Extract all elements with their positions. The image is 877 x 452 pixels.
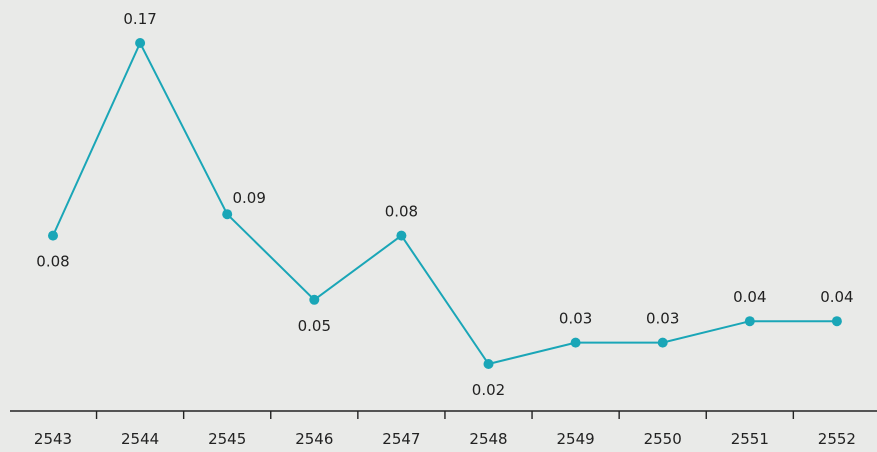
- series-line: [52, 40, 837, 366]
- x-tick-label-2549: 2549: [557, 430, 595, 448]
- data-point-2549[interactable]: [570, 337, 581, 348]
- data-points: [48, 38, 842, 369]
- x-tick-label-2551: 2551: [731, 430, 769, 448]
- data-label-2547: 0.08: [385, 203, 418, 221]
- data-point-2546[interactable]: [309, 294, 320, 305]
- x-tick-label-2550: 2550: [644, 430, 682, 448]
- data-point-2545[interactable]: [222, 209, 233, 220]
- x-axis-tick-labels: 2543 2544 2545 2546 2547 2548 2549 2550 2551 2552: [34, 430, 856, 448]
- x-tick-label-2548: 2548: [469, 430, 507, 448]
- data-point-2544[interactable]: [135, 38, 146, 48]
- x-tick-label-2545: 2545: [208, 430, 246, 448]
- data-label-2550: 0.03: [646, 310, 679, 328]
- x-tick-label-2547: 2547: [382, 430, 420, 448]
- data-label-2551: 0.04: [733, 288, 766, 306]
- x-tick-label-2552: 2552: [818, 430, 856, 448]
- x-axis-ticks: [95, 411, 795, 419]
- data-point-2551[interactable]: [744, 316, 755, 327]
- data-label-2548: 0.02: [472, 381, 505, 399]
- data-label-2552: 0.04: [820, 288, 853, 306]
- series-group: [52, 40, 837, 366]
- data-label-2544: 0.17: [123, 10, 156, 28]
- data-labels: 0.08 0.17 0.09 0.05 0.08 0.02 0.03 0.03 0.04 0.04: [36, 10, 853, 399]
- data-point-2547[interactable]: [396, 230, 407, 241]
- x-tick-label-2544: 2544: [121, 430, 159, 448]
- x-tick-label-2543: 2543: [34, 430, 72, 448]
- data-point-2543[interactable]: [48, 230, 58, 241]
- data-label-2545: 0.09: [232, 189, 265, 207]
- data-point-2548[interactable]: [483, 359, 494, 369]
- data-label-2543: 0.08: [36, 253, 69, 271]
- x-tick-label-2546: 2546: [295, 430, 333, 448]
- data-label-2546: 0.05: [298, 317, 331, 335]
- data-label-2549: 0.03: [559, 310, 592, 328]
- data-point-2550[interactable]: [657, 337, 668, 348]
- data-point-2552[interactable]: [831, 316, 842, 327]
